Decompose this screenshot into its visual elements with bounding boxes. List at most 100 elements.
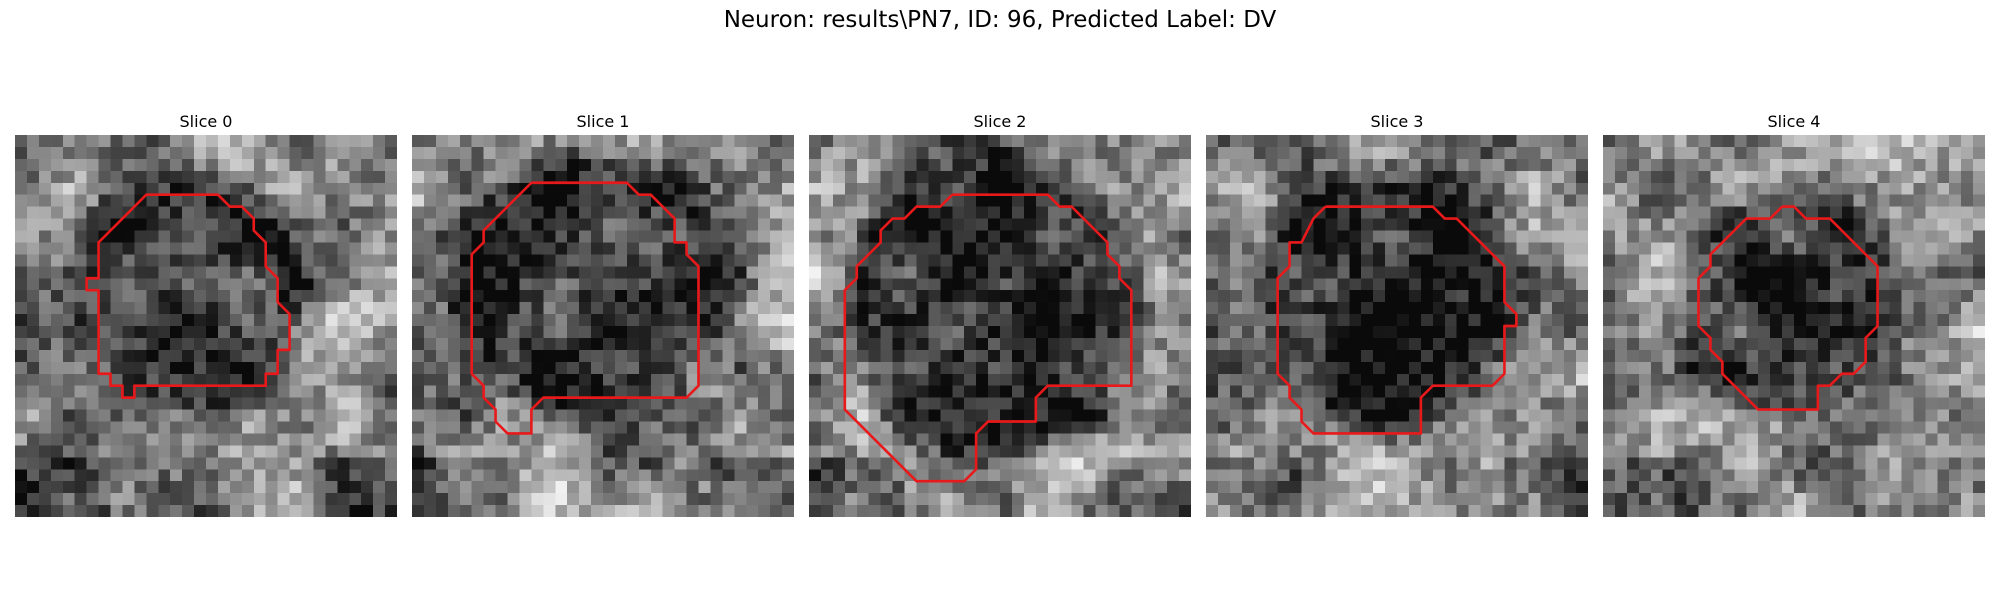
image-pixel	[1265, 409, 1278, 422]
image-pixel	[952, 373, 965, 386]
image-pixel	[1253, 314, 1266, 326]
image-pixel	[1758, 278, 1771, 291]
image-pixel	[1095, 326, 1108, 338]
image-pixel	[1817, 349, 1830, 362]
image-pixel	[1516, 457, 1529, 470]
image-pixel	[158, 326, 171, 338]
image-pixel	[1925, 206, 1938, 219]
image-pixel	[1528, 481, 1541, 494]
image-pixel	[1325, 445, 1338, 458]
image-pixel	[916, 170, 929, 183]
image-pixel	[1277, 409, 1290, 422]
image-pixel	[1456, 457, 1469, 470]
image-pixel	[832, 326, 845, 338]
image-pixel	[146, 433, 159, 446]
image-pixel	[122, 361, 135, 374]
image-pixel	[531, 218, 544, 231]
image-pixel	[1289, 326, 1302, 338]
image-pixel	[626, 254, 639, 267]
image-pixel	[1047, 397, 1060, 410]
image-pixel	[1674, 254, 1687, 267]
image-pixel	[1925, 135, 1938, 147]
image-pixel	[241, 170, 254, 183]
image-pixel	[1011, 218, 1024, 231]
image-pixel	[1059, 397, 1072, 410]
image-pixel	[1119, 409, 1132, 422]
image-pixel	[928, 266, 941, 279]
image-pixel	[674, 326, 687, 338]
image-pixel	[229, 505, 242, 517]
image-pixel	[1468, 493, 1481, 506]
image-pixel	[1217, 481, 1230, 494]
image-pixel	[146, 373, 159, 386]
image-pixel	[1229, 385, 1242, 398]
image-pixel	[1925, 421, 1938, 434]
image-pixel	[38, 290, 51, 303]
image-pixel	[1949, 290, 1962, 303]
image-pixel	[1373, 146, 1386, 159]
image-pixel	[1420, 337, 1433, 350]
image-pixel	[1973, 421, 1985, 434]
image-pixel	[1241, 278, 1254, 291]
image-pixel	[614, 349, 627, 362]
image-pixel	[1107, 302, 1120, 315]
image-pixel	[1229, 457, 1242, 470]
image-pixel	[206, 385, 218, 398]
image-pixel	[1961, 146, 1974, 159]
image-pixel	[1480, 158, 1493, 171]
image-pixel	[1420, 421, 1433, 434]
image-pixel	[820, 385, 833, 398]
image-pixel	[904, 194, 917, 207]
image-pixel	[38, 302, 51, 315]
image-pixel	[1167, 397, 1180, 410]
image-pixel	[289, 182, 302, 195]
image-pixel	[1662, 361, 1675, 374]
image-pixel	[519, 505, 532, 517]
image-pixel	[1865, 421, 1878, 434]
image-pixel	[1313, 302, 1326, 315]
image-pixel	[1071, 373, 1084, 386]
image-pixel	[62, 135, 75, 147]
image-pixel	[856, 505, 869, 517]
image-pixel	[1829, 361, 1842, 374]
image-pixel	[1397, 361, 1409, 374]
image-pixel	[1913, 445, 1926, 458]
image-pixel	[277, 433, 290, 446]
image-pixel	[1253, 302, 1266, 315]
image-pixel	[1397, 194, 1409, 207]
image-pixel	[349, 254, 362, 267]
image-pixel	[1722, 457, 1735, 470]
image-pixel	[146, 326, 159, 338]
image-pixel	[1853, 218, 1866, 231]
image-pixel	[1603, 326, 1615, 338]
image-pixel	[1734, 158, 1747, 171]
image-pixel	[746, 349, 759, 362]
image-pixel	[531, 206, 544, 219]
image-pixel	[98, 373, 111, 386]
image-pixel	[1241, 361, 1254, 374]
image-pixel	[1361, 135, 1374, 147]
image-pixel	[1528, 385, 1541, 398]
image-pixel	[1420, 361, 1433, 374]
image-pixel	[1794, 361, 1806, 374]
image-pixel	[1710, 433, 1723, 446]
image-pixel	[447, 266, 460, 279]
image-pixel	[1023, 361, 1036, 374]
image-pixel	[325, 254, 338, 267]
image-pixel	[1373, 385, 1386, 398]
image-pixel	[1626, 397, 1639, 410]
image-pixel	[1817, 135, 1830, 147]
image-pixel	[62, 170, 75, 183]
image-pixel	[1143, 481, 1156, 494]
image-pixel	[1095, 206, 1108, 219]
image-pixel	[1361, 230, 1374, 243]
image-pixel	[435, 433, 448, 446]
image-pixel	[832, 158, 845, 171]
image-pixel	[916, 218, 929, 231]
image-pixel	[1480, 469, 1493, 482]
image-pixel	[122, 469, 135, 482]
image-pixel	[1480, 194, 1493, 207]
image-pixel	[1949, 326, 1962, 338]
image-pixel	[1253, 409, 1266, 422]
image-pixel	[1614, 397, 1627, 410]
